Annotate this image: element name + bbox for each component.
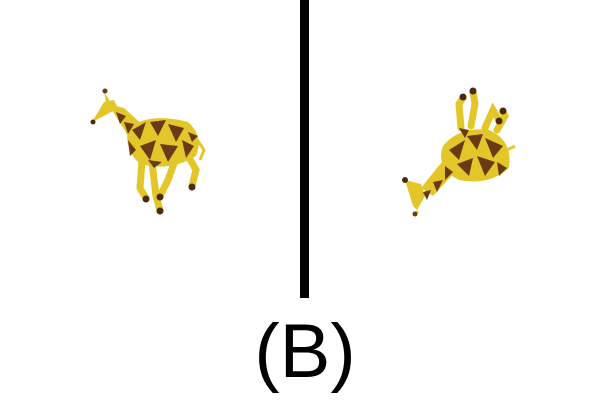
figure-caption: (B) — [254, 309, 356, 394]
left-panel — [0, 0, 300, 298]
giraffe-icon — [90, 88, 206, 215]
center-divider — [300, 0, 309, 298]
right-panel — [309, 0, 609, 298]
giraffe-icon — [402, 87, 516, 217]
flipped-giraffe — [402, 87, 516, 217]
upright-giraffe — [90, 88, 206, 215]
